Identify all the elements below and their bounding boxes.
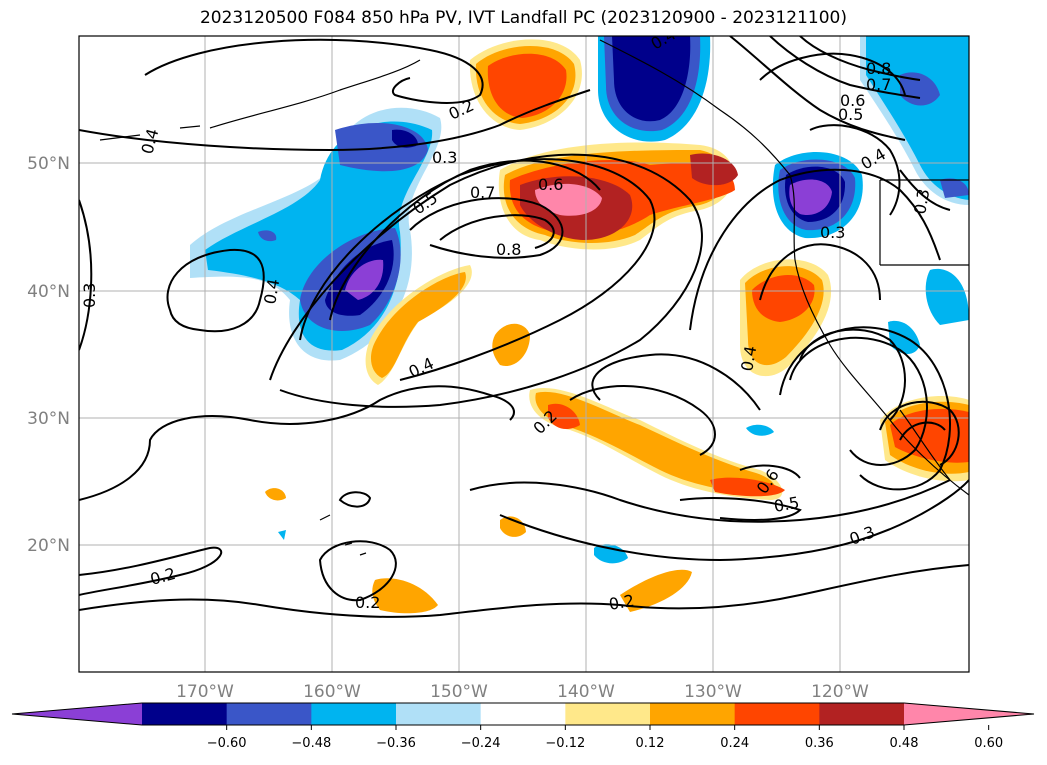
negative-anomaly-alaska	[598, 36, 711, 142]
contour-lines	[79, 36, 969, 618]
colorbar-bin	[565, 703, 651, 725]
colorbar: −0.60 −0.48 −0.36 −0.24 −0.12 0.12 0.24 0.36 0.4…	[11, 702, 1035, 751]
map-title: 2023120500 F084 850 hPa PV, IVT Landfall…	[199, 8, 847, 28]
contour-label-0-2-south: 0.2	[607, 591, 635, 614]
contour-label-0-7-northeast: 0.7	[866, 75, 891, 94]
lon-label-140w: 140°W	[557, 682, 615, 702]
colorbar-extend-low	[12, 703, 142, 725]
positive-anomaly-center	[498, 142, 738, 250]
colorbar-label: −0.36	[376, 736, 416, 751]
colorbar-bin	[311, 703, 397, 725]
contour-label-0-5-east: 0.5	[772, 493, 800, 516]
lat-label-20n: 20°N	[27, 536, 70, 556]
map-frame	[78, 35, 970, 673]
contour-label-0-4-california: 0.4	[737, 344, 760, 372]
positive-anomaly-north	[469, 39, 582, 130]
colorbar-label: 0.60	[974, 736, 1003, 751]
positive-anomaly-subtropical	[265, 265, 785, 614]
contour-label-0-3: 0.3	[432, 148, 457, 167]
colorbar-label: 0.36	[805, 736, 834, 751]
colorbar-bin	[142, 703, 228, 725]
negative-anomaly-west	[190, 107, 442, 361]
contour-label-0-3-pnw: 0.3	[820, 223, 845, 242]
contour-label-0-3-west: 0.3	[80, 283, 99, 308]
colorbar-bin	[226, 703, 312, 725]
lat-label-50n: 50°N	[27, 154, 70, 174]
colorbar-bin	[650, 703, 736, 725]
contour-label-0-4-west: 0.4	[260, 277, 283, 305]
colorbar-label: 0.24	[720, 736, 749, 751]
contour-label-0-6: 0.6	[538, 175, 563, 194]
colorbar-label: 0.12	[636, 736, 665, 751]
lon-label-150w: 150°W	[430, 682, 488, 702]
colorbar-bin	[734, 703, 820, 725]
lon-label-160w: 160°W	[303, 682, 361, 702]
lon-label-130w: 130°W	[684, 682, 742, 702]
contour-label-0-7: 0.7	[470, 183, 495, 202]
lon-label-170w: 170°W	[176, 682, 234, 702]
colorbar-bin	[480, 703, 566, 725]
latitude-labels: 50°N 40°N 30°N 20°N	[27, 154, 70, 556]
longitude-labels: 170°W 160°W 150°W 140°W 130°W 120°W	[176, 682, 869, 702]
lat-label-30n: 30°N	[27, 409, 70, 429]
negative-anomaly-northeast	[860, 36, 969, 355]
colorbar-label: 0.48	[890, 736, 919, 751]
gridlines	[79, 36, 969, 672]
contour-label-0-8: 0.8	[496, 240, 521, 259]
coastlines	[99, 39, 969, 556]
colorbar-label: −0.24	[461, 736, 501, 751]
colorbar-outline	[11, 702, 1035, 726]
contour-label-0-8-northeast: 0.8	[866, 59, 891, 78]
colorbar-label: −0.12	[545, 736, 585, 751]
lon-label-120w: 120°W	[811, 682, 869, 702]
colorbar-bin	[819, 703, 905, 725]
contour-label-0-6-northeast: 0.6	[840, 91, 865, 110]
contour-label-0-3-northeast-edge: 0.3	[910, 187, 933, 215]
colorbar-label: −0.60	[207, 736, 247, 751]
lat-label-40n: 40°N	[27, 282, 70, 302]
colorbar-bin	[396, 703, 482, 725]
colorbar-label: −0.48	[291, 736, 331, 751]
contour-label-0-5-northeast: 0.5	[838, 105, 863, 124]
negative-anomaly-pnw	[772, 152, 863, 239]
colorbar-extend-high	[904, 703, 1034, 725]
contour-label-0-2-hawaii: 0.2	[355, 593, 380, 612]
